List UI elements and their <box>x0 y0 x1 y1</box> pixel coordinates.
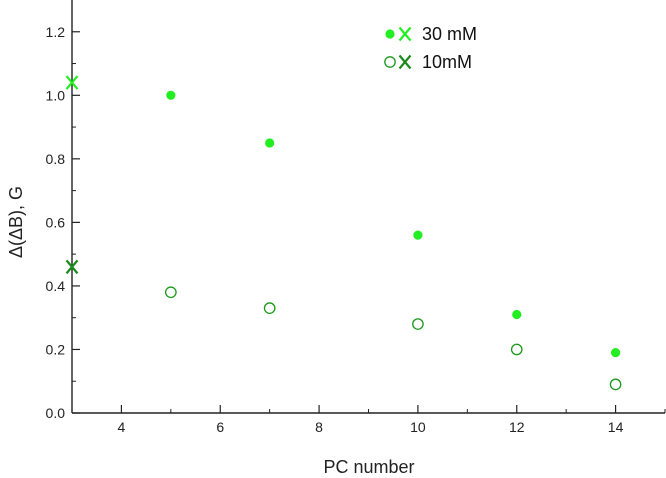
x-marker-stroke <box>398 26 412 42</box>
data-point <box>512 309 522 320</box>
y-axis-title: Δ(ΔB), G <box>6 186 26 258</box>
data-point <box>609 378 622 391</box>
legend-label: 10mM <box>422 52 472 72</box>
x-tick-label: 14 <box>608 419 624 435</box>
x-axis-title: PC number <box>323 457 414 477</box>
x-marker-stroke <box>65 259 79 275</box>
data-point <box>412 318 424 330</box>
legend-open-circle-icon <box>384 56 396 68</box>
legend: 30 mM 10mM <box>384 24 477 72</box>
data-point <box>413 230 423 240</box>
legend-x-icon <box>398 54 412 70</box>
x-marker-stroke <box>398 54 412 70</box>
y-tick-label: 0.2 <box>46 341 66 357</box>
x-tick-label: 10 <box>410 419 426 435</box>
y-tick-label: 0.4 <box>46 278 66 294</box>
data-point <box>166 90 176 100</box>
legend-item: 10mM <box>384 52 472 72</box>
x-tick-label: 4 <box>118 419 126 435</box>
data-point <box>510 343 523 356</box>
legend-label: 30 mM <box>422 24 477 44</box>
y-tick-label: 1.2 <box>46 24 66 40</box>
data-point <box>164 286 177 299</box>
axes: 4 6 8 10 12 14 0.0 0.2 0.4 0.6 0.8 1.0 1.2 <box>46 0 666 435</box>
data-point <box>263 302 276 315</box>
x-marker-point <box>65 259 79 275</box>
x-tick-label: 12 <box>509 419 525 435</box>
legend-item: 30 mM <box>385 24 477 44</box>
x-tick-label: 6 <box>216 419 224 435</box>
y-tick-label: 0.8 <box>46 151 66 167</box>
data-points <box>65 75 622 391</box>
x-marker-point <box>65 75 79 90</box>
legend-x-icon <box>398 26 412 42</box>
y-tick-label: 0.6 <box>46 214 66 230</box>
y-tick-label: 1.0 <box>46 87 66 103</box>
x-marker-stroke <box>65 75 79 90</box>
data-point <box>610 348 621 358</box>
x-tick-label: 8 <box>315 419 323 435</box>
y-tick-label: 0.0 <box>46 405 66 421</box>
legend-filled-circle-icon <box>385 29 395 39</box>
data-point <box>265 138 275 148</box>
